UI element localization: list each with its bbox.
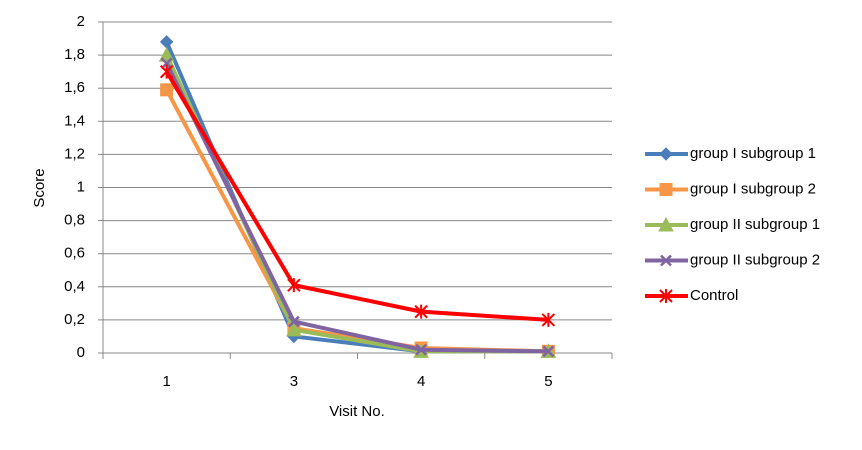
marker bbox=[541, 312, 556, 327]
x-axis-label: Visit No. bbox=[329, 403, 385, 420]
series-line bbox=[164, 62, 549, 354]
y-tick-label: 0,6 bbox=[64, 245, 85, 262]
marker bbox=[160, 83, 174, 97]
y-tick-label: 0 bbox=[77, 344, 85, 361]
legend-label: group II subgroup 2 bbox=[690, 251, 820, 268]
marker bbox=[159, 64, 174, 79]
marker bbox=[286, 321, 302, 337]
legend-label: group II subgroup 1 bbox=[690, 216, 820, 233]
legend-marker bbox=[659, 289, 673, 303]
x-tick-label: 1 bbox=[162, 373, 170, 390]
marker bbox=[287, 315, 300, 328]
y-tick-label: 0,8 bbox=[64, 212, 85, 229]
x-tick-label: 3 bbox=[290, 373, 298, 390]
x-tick-label: 4 bbox=[417, 373, 425, 390]
marker bbox=[414, 304, 428, 319]
legend-marker bbox=[659, 147, 673, 161]
legend-label: group I subgroup 1 bbox=[690, 145, 816, 162]
y-tick-label: 1,4 bbox=[64, 112, 85, 129]
marker bbox=[158, 47, 175, 62]
y-tick-label: 0,4 bbox=[64, 278, 85, 295]
marker bbox=[415, 343, 428, 356]
y-tick-label: 1 bbox=[77, 178, 85, 195]
series-line bbox=[164, 54, 549, 354]
legend-label: group I subgroup 2 bbox=[690, 180, 816, 197]
marker bbox=[160, 57, 173, 70]
legend-marker bbox=[660, 254, 672, 267]
y-tick-label: 1,6 bbox=[64, 79, 85, 96]
legend-marker bbox=[659, 183, 673, 196]
y-tick-label: 1,2 bbox=[64, 145, 85, 162]
legend-label: Control bbox=[690, 287, 738, 304]
y-axis-label: Score bbox=[31, 168, 48, 207]
marker bbox=[159, 35, 174, 49]
x-tick-label: 5 bbox=[544, 373, 552, 390]
marker bbox=[542, 345, 555, 358]
series-line bbox=[164, 70, 549, 322]
y-tick-label: 0,2 bbox=[64, 311, 85, 328]
legend-marker bbox=[658, 216, 674, 232]
marker bbox=[287, 278, 301, 293]
y-tick-label: 1,8 bbox=[64, 46, 85, 63]
y-tick-label: 2 bbox=[77, 13, 85, 30]
